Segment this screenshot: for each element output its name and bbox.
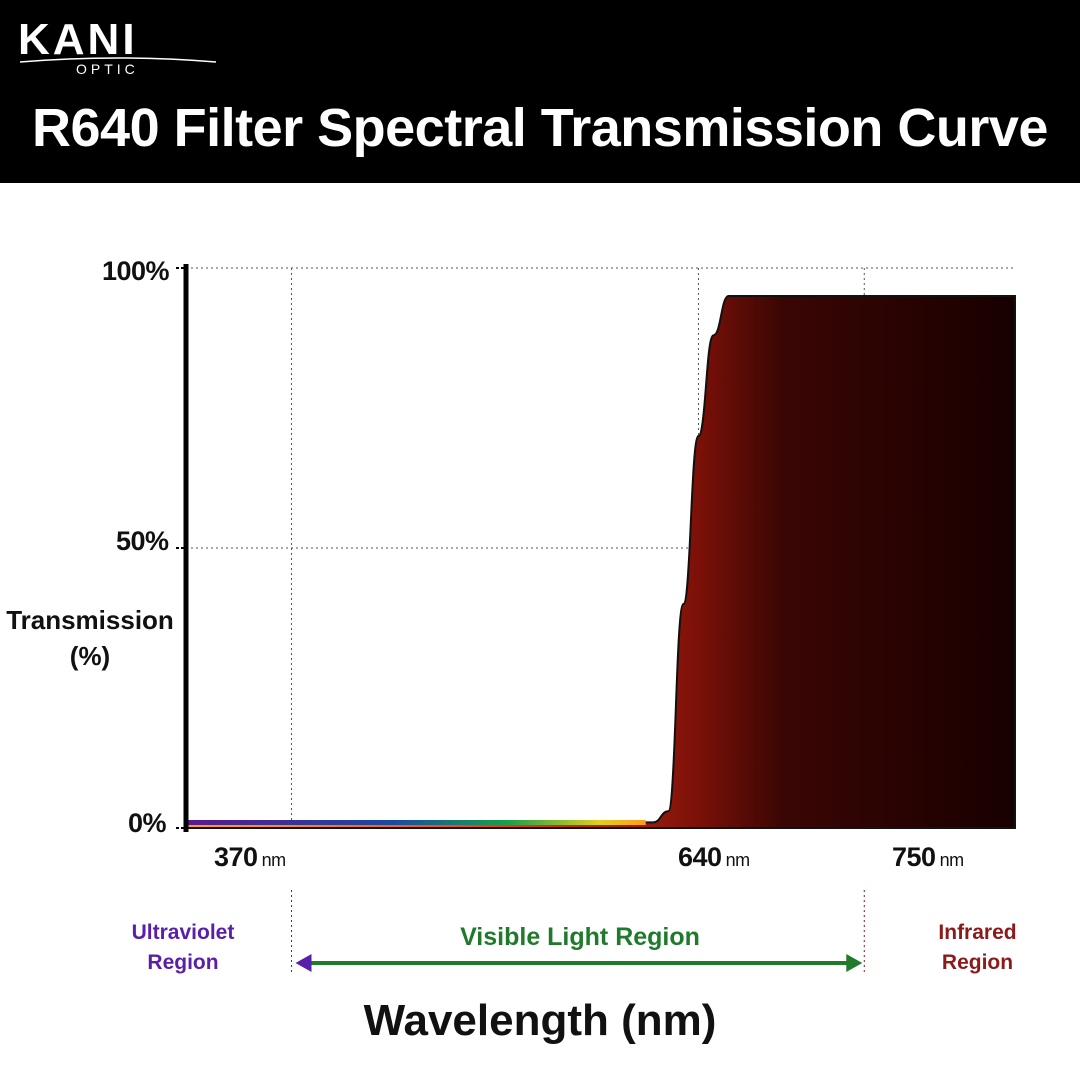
x-tick-370: 370 nm (214, 842, 286, 873)
y-tick-0: 0% (128, 808, 167, 838)
x-tick-640-value: 640 (678, 842, 722, 872)
infrared-region-label: Infrared Region (938, 921, 1017, 974)
region-markers (291, 890, 865, 975)
transmission-area (185, 294, 1016, 829)
visible-light-region-label: Visible Light Region (460, 923, 700, 951)
svg-text:KANI: KANI (18, 15, 138, 64)
visible-light-arrowhead-right (846, 954, 863, 972)
visible-light-arrowhead-left (295, 954, 312, 972)
header-bar: KANI OPTIC R640 Filter Spectral Transmis… (0, 0, 1080, 183)
x-axis-label: Wavelength (nm) (363, 996, 717, 1045)
x-tick-750-value: 750 (892, 842, 936, 872)
x-tick-640: 640 nm (678, 842, 750, 873)
ultraviolet-region-label: Ultraviolet Region (131, 921, 235, 974)
y-axis-label: Transmission (%) (6, 605, 174, 671)
x-tick-750: 750 nm (892, 842, 964, 873)
visible-spectrum-baseline (186, 820, 646, 825)
svg-text:OPTIC: OPTIC (76, 61, 139, 77)
kani-optic-logo: KANI OPTIC (18, 15, 217, 77)
page-title: R640 Filter Spectral Transmission Curve (32, 98, 1048, 158)
y-tick-100: 100% (102, 256, 170, 286)
x-tick-750-unit: nm (939, 850, 965, 870)
x-tick-370-value: 370 (214, 842, 258, 872)
x-tick-640-unit: nm (725, 850, 751, 870)
x-tick-370-unit: nm (261, 850, 287, 870)
y-tick-50: 50% (116, 526, 169, 556)
